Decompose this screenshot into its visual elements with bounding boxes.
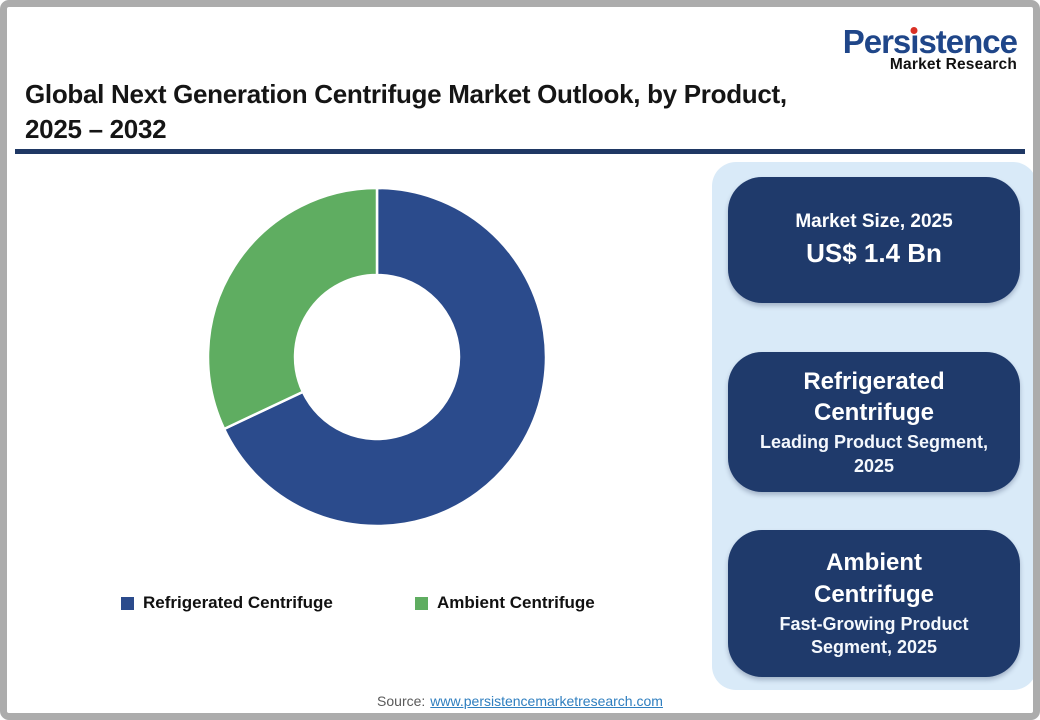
logo-i-dot-icon <box>910 27 918 34</box>
brand-logo: Persı stence Market Research <box>842 23 1018 73</box>
leading-segment-title: Refrigerated Centrifuge <box>803 367 945 427</box>
legend-item-ambient-centrifuge: Ambient Centrifuge <box>415 593 595 613</box>
chart-legend: Refrigerated Centrifuge Ambient Centrifu… <box>7 593 712 617</box>
legend-swatch-ambient-icon <box>415 596 428 610</box>
page-title: Global Next Generation Centrifuge Market… <box>25 77 945 147</box>
donut-segments <box>206 186 548 528</box>
legend-label-ambient: Ambient Centrifuge <box>437 593 595 612</box>
fast-growing-segment-title: Ambient Centrifuge <box>814 549 934 608</box>
leading-segment-card: Refrigerated Centrifuge Leading Product … <box>728 352 1020 492</box>
donut-chart <box>206 186 548 528</box>
highlights-panel: Market Size, 2025 US$ 1.4 Bn Refrigerate… <box>712 162 1033 690</box>
market-size-label: Market Size, 2025 <box>795 211 953 232</box>
page-title-line1: Global Next Generation Centrifuge Market… <box>25 79 787 109</box>
source-line: Source: www.persistencemarketresearch.com <box>7 693 1033 709</box>
donut-segment-refrigerated-centrifuge <box>222 186 548 528</box>
market-size-value: US$ 1.4 Bn <box>806 238 942 268</box>
legend-label-refrigerated: Refrigerated Centrifuge <box>143 593 333 612</box>
fast-growing-segment-subtitle: Fast-Growing Product Segment, 2025 <box>779 613 969 658</box>
logo-subtitle: Market Research <box>889 56 1017 73</box>
source-label: Source: <box>377 693 426 709</box>
title-underline <box>15 149 1025 154</box>
page-title-line2: 2025 – 2032 <box>25 114 167 145</box>
donut-segment-ambient-centrifuge <box>206 186 379 431</box>
leading-segment-subtitle: Leading Product Segment, 2025 <box>759 432 989 476</box>
source-link[interactable]: www.persistencemarketresearch.com <box>430 693 663 709</box>
legend-swatch-refrigerated-icon <box>121 596 134 610</box>
fast-growing-segment-card: Ambient Centrifuge Fast-Growing Product … <box>728 530 1020 677</box>
market-size-card: Market Size, 2025 US$ 1.4 Bn <box>728 177 1020 303</box>
legend-item-refrigerated-centrifuge: Refrigerated Centrifuge <box>121 593 333 613</box>
logo-wordmark: Persı stence <box>842 23 1018 60</box>
